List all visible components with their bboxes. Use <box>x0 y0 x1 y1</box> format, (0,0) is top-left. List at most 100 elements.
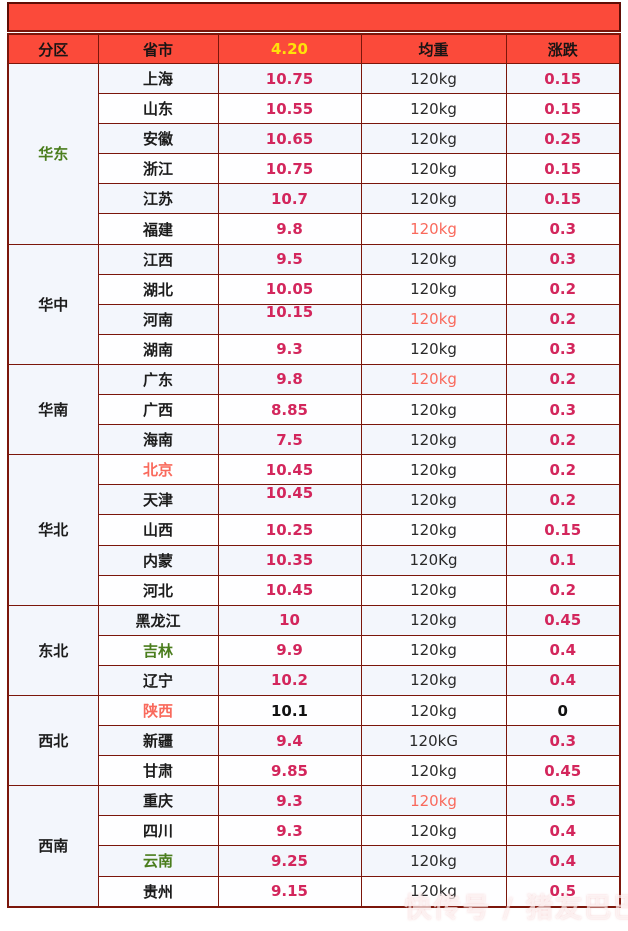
table-row: 浙江 10.75 120kg 0.15 <box>8 153 621 185</box>
column-header-4: 均重 <box>360 33 507 64</box>
weight-cell: 120kg <box>360 62 507 95</box>
price-cell: 9.15 <box>217 875 362 908</box>
price-value: 10.55 <box>265 99 314 118</box>
price-value: 9.8 <box>276 370 303 389</box>
weight-cell: 120kg <box>360 213 507 245</box>
region-cell: 东北 <box>7 604 99 696</box>
province-cell: 内蒙 <box>97 544 219 576</box>
weight-cell: 120kg <box>360 785 507 817</box>
column-header-3: 4.20 <box>217 33 362 64</box>
page: 分区 省市 4.20 均重 涨跌 华东 上海 10.75 120kg 0.15 山东 10.55 12… <box>7 2 621 908</box>
province-cell: 湖南 <box>97 333 219 365</box>
change-cell: 0.25 <box>505 123 621 155</box>
table-row: 华东 上海 10.75 120kg 0.15 <box>7 62 621 245</box>
table-row: 湖北 10.05 120kg 0.2 <box>8 273 621 305</box>
price-cell: 10.65 <box>217 123 362 155</box>
weight-cell: 120kg <box>360 845 507 877</box>
table-row: 云南 9.25 120kg 0.4 <box>8 845 621 877</box>
region-cell: 华南 <box>7 363 99 456</box>
change-cell: 0 <box>505 694 621 727</box>
weight-cell: 120kg <box>360 514 507 546</box>
price-cell: 9.9 <box>217 634 362 666</box>
price-value: 9.4 <box>276 731 303 750</box>
table-row: 江苏 10.7 120kg 0.15 <box>8 183 621 215</box>
change-cell: 0.4 <box>505 634 621 666</box>
price-value: 9.25 <box>270 851 308 870</box>
province-cell: 福建 <box>97 213 219 245</box>
province-cell: 云南 <box>97 845 219 877</box>
weight-cell: 120kg <box>360 123 507 155</box>
change-cell: 0.15 <box>505 514 621 546</box>
weight-cell: 120kg <box>360 273 507 305</box>
table-row: 河北 10.45 120kg 0.2 <box>8 574 621 606</box>
table-row: 山西 10.25 120kg 0.15 <box>8 514 621 546</box>
change-cell: 0.2 <box>505 424 621 456</box>
province-cell: 广西 <box>97 394 219 426</box>
price-cell: 10 <box>217 604 362 636</box>
weight-cell: 120kg <box>360 634 507 666</box>
table-row: 西南 重庆 9.3 120kg 0.5 <box>7 785 621 908</box>
region-cell: 西南 <box>7 785 99 908</box>
change-cell: 0.3 <box>505 213 621 245</box>
price-value: 10.1 <box>270 701 308 720</box>
table-row: 新疆 9.4 120kG 0.3 <box>8 725 621 757</box>
price-value: 9.3 <box>276 821 303 840</box>
table-row: 华中 江西 9.5 120kg 0.3 <box>7 243 621 365</box>
price-cell: 10.1 <box>217 694 362 727</box>
price-cell: 10.45 <box>217 484 362 516</box>
province-cell: 广东 <box>97 363 219 396</box>
price-cell: 9.25 <box>217 845 362 877</box>
weight-cell: 120kG <box>360 725 507 757</box>
table-row: 华南 广东 9.8 120kg 0.2 <box>7 363 621 456</box>
weight-cell: 120kg <box>360 815 507 847</box>
province-cell: 河南 <box>97 303 219 335</box>
price-value: 10.45 <box>265 581 314 600</box>
change-cell: 0.15 <box>505 183 621 215</box>
province-cell: 浙江 <box>97 153 219 185</box>
price-cell: 8.85 <box>217 394 362 426</box>
table-row: 辽宁 10.2 120kg 0.4 <box>8 664 621 696</box>
price-value: 10.45 <box>265 460 314 479</box>
price-cell: 10.15 <box>217 303 362 335</box>
change-cell: 0.4 <box>505 664 621 696</box>
weight-cell: 120kg <box>360 694 507 727</box>
pig-price-table: 分区 省市 4.20 均重 涨跌 华东 上海 10.75 120kg 0.15 山东 10.55 12… <box>7 33 621 908</box>
change-cell: 0.5 <box>505 785 621 817</box>
price-value: 9.3 <box>276 791 303 810</box>
price-cell: 10.2 <box>217 664 362 696</box>
price-value: 9.85 <box>270 761 308 780</box>
change-cell: 0.3 <box>505 725 621 757</box>
province-cell: 黑龙江 <box>97 604 219 636</box>
column-header-2: 省市 <box>97 33 219 64</box>
price-value: 10.25 <box>265 520 314 539</box>
price-value: 10.15 <box>265 304 314 322</box>
table-row: 河南 10.15 120kg 0.2 <box>8 303 621 335</box>
price-value: 9.9 <box>276 641 303 660</box>
change-cell: 0.2 <box>505 484 621 516</box>
price-cell: 10.75 <box>217 62 362 95</box>
change-cell: 0.3 <box>505 243 621 275</box>
weight-cell: 120kg <box>360 303 507 335</box>
province-cell: 山西 <box>97 514 219 546</box>
province-cell: 四川 <box>97 815 219 847</box>
weight-cell: 120kg <box>360 243 507 275</box>
province-cell: 辽宁 <box>97 664 219 696</box>
change-cell: 0.2 <box>505 273 621 305</box>
price-value: 10.75 <box>265 159 314 178</box>
table-row: 湖南 9.3 120kg 0.3 <box>8 333 621 365</box>
price-cell: 10.45 <box>217 454 362 486</box>
change-cell: 0.3 <box>505 394 621 426</box>
price-cell: 9.3 <box>217 785 362 817</box>
price-cell: 9.5 <box>217 243 362 275</box>
region-cell: 华北 <box>7 454 99 606</box>
weight-cell: 120kg <box>360 664 507 696</box>
change-cell: 0.15 <box>505 93 621 125</box>
price-value: 10.35 <box>265 551 314 570</box>
table-row: 华北 北京 10.45 120kg 0.2 <box>7 454 621 606</box>
price-cell: 7.5 <box>217 424 362 456</box>
province-cell: 河北 <box>97 574 219 606</box>
price-value: 10.2 <box>270 671 308 690</box>
price-cell: 10.35 <box>217 544 362 576</box>
table-row: 广西 8.85 120kg 0.3 <box>8 394 621 426</box>
weight-cell: 120kg <box>360 183 507 215</box>
